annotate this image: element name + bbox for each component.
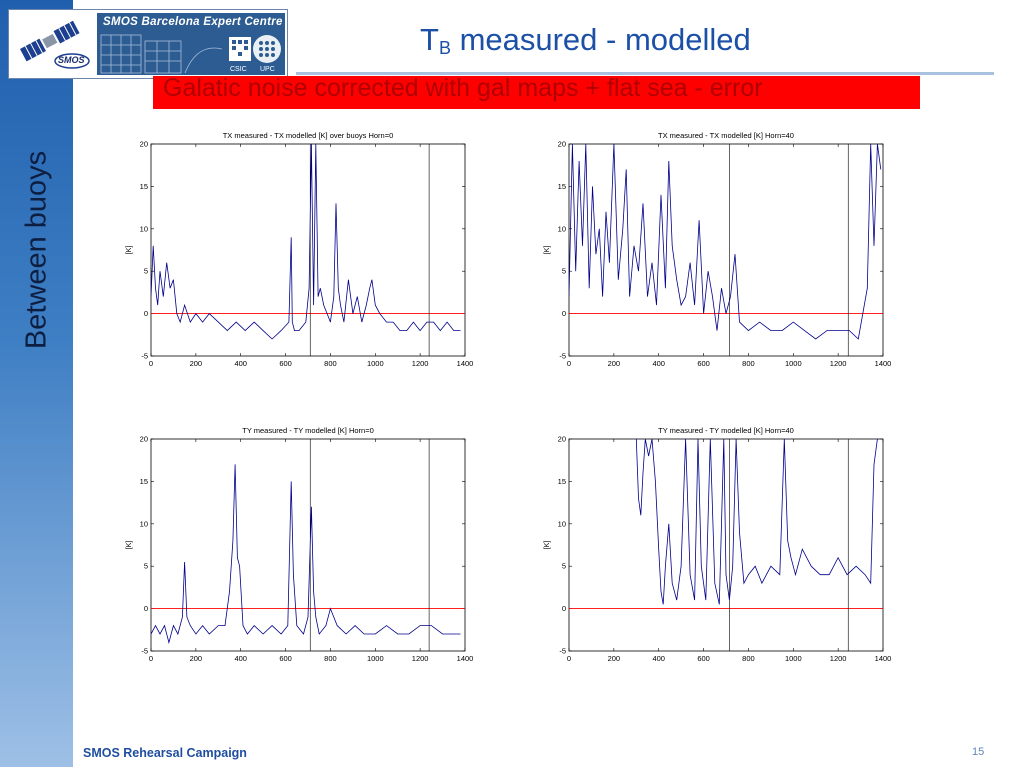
chart-ty-horn0-xtick-label: 800 [324, 654, 337, 663]
chart-ty-horn0-ylabel: [K] [126, 541, 133, 550]
chart-tx-horn0-ylabel: [K] [126, 246, 133, 255]
title-rest: measured - modelled [450, 22, 751, 57]
expert-centre-logo: CSIC UPC SMOS Barcelona Expert Centre [97, 13, 285, 75]
sidebar-label: Between buoys [20, 150, 53, 350]
chart-tx-horn0-xtick-label: 1200 [412, 359, 429, 368]
chart-ty-horn0-series-line [151, 464, 461, 645]
banner-text: Galatic noise corrected with gal maps + … [163, 76, 763, 102]
chart-ty-horn40-ytick-label: 20 [558, 435, 566, 444]
chart-tx-horn0-xtick-label: 200 [190, 359, 203, 368]
chart-tx-horn0-xtick-label: 1000 [367, 359, 384, 368]
chart-tx-horn0-ytick-label: 5 [144, 267, 148, 276]
chart-tx-horn0-ytick-label: 10 [140, 224, 148, 233]
chart-tx-horn40-xtick-label: 0 [567, 359, 571, 368]
chart-tx-horn40-xtick-label: 800 [742, 359, 755, 368]
chart-ty-horn0-xtick-label: 1400 [457, 654, 474, 663]
slide-title: TB measured - modelled [420, 22, 751, 59]
sidebar-band: Between buoys [0, 0, 73, 767]
title-main: T [420, 22, 439, 57]
chart-ty-horn0-xtick-label: 200 [190, 654, 203, 663]
chart-tx-horn0-xtick-label: 800 [324, 359, 337, 368]
chart-ty-horn0-ytick-label: 10 [140, 519, 148, 528]
chart-ty-horn0-ytick-label: 5 [144, 562, 148, 571]
chart-ty-horn40-xtick-label: 1200 [830, 654, 847, 663]
chart-ty-horn0-ytick-label: 15 [140, 477, 148, 486]
chart-ty-horn40-ylabel: [K] [544, 541, 551, 550]
chart-ty-horn40-xtick-label: 200 [608, 654, 621, 663]
chart-ty-horn40-xtick-label: 600 [697, 654, 710, 663]
chart-tx-horn40-title: TX measured - TX modelled [K] Horn=40 [658, 131, 794, 140]
chart-tx-horn0-ytick-label: -5 [141, 352, 148, 361]
chart-tx-horn0-plot-area [150, 143, 466, 357]
chart-tx-horn40-xtick-label: 200 [608, 359, 621, 368]
chart-tx-horn0-title: TX measured - TX modelled [K] over buoys… [223, 131, 394, 140]
chart-ty-horn0-xtick-label: 600 [279, 654, 292, 663]
chart-ty-horn40-ytick-label: 10 [558, 519, 566, 528]
chart-ty-horn0-ytick-label: 0 [144, 604, 148, 613]
chart-ty-horn40-xtick-label: 800 [742, 654, 755, 663]
error-banner: Galatic noise corrected with gal maps + … [153, 76, 920, 109]
chart-tx-horn40-ytick-label: -5 [559, 352, 566, 361]
chart-tx-horn0-xtick-label: 0 [149, 359, 153, 368]
chart-tx-horn40-xtick-label: 1200 [830, 359, 847, 368]
chart-tx-horn40: TX measured - TX modelled [K] Horn=40 [K]… [544, 131, 892, 368]
chart-tx-horn40-ylabel: [K] [544, 246, 551, 255]
chart-tx-horn40-xtick-label: 400 [652, 359, 665, 368]
chart-ty-horn0-ytick-label: -5 [141, 647, 148, 656]
chart-tx-horn0-series-line [151, 144, 461, 340]
chart-ty-horn40-xtick-label: 400 [652, 654, 665, 663]
chart-ty-horn40-xtick-label: 1400 [875, 654, 892, 663]
chart-tx-horn40-ytick-label: 20 [558, 140, 566, 149]
chart-ty-horn0: TY measured - TY modelled [K] Horn=0 [K] 0… [126, 426, 474, 663]
chart-ty-horn0-plot-area [150, 438, 466, 652]
chart-ty-horn40-xtick-label: 1000 [785, 654, 802, 663]
chart-tx-horn40-series-line [569, 144, 882, 340]
chart-ty-horn40-ytick-label: 0 [562, 604, 566, 613]
chart-ty-horn40-xtick-label: 0 [567, 654, 571, 663]
chart-tx-horn0-xtick-label: 400 [234, 359, 247, 368]
chart-ty-horn40-ytick-label: 5 [562, 562, 566, 571]
chart-ty-horn40-series-line [635, 439, 878, 605]
chart-tx-horn0-xtick-label: 1400 [457, 359, 474, 368]
chart-ty-horn40-ytick-label: 15 [558, 477, 566, 486]
chart-tx-horn40-plot-area [568, 143, 884, 357]
chart-tx-horn40-ytick-label: 5 [562, 267, 566, 276]
logo-title: SMOS Barcelona Expert Centre [103, 16, 283, 28]
chart-tx-horn0-ytick-label: 15 [140, 182, 148, 191]
page-number: 15 [972, 746, 985, 758]
title-subscript: B [438, 38, 451, 58]
upc-label: UPC [260, 66, 275, 73]
smos-logo: SMOS CSIC [8, 9, 288, 79]
chart-ty-horn40-ytick-label: -5 [559, 647, 566, 656]
csic-label: CSIC [230, 66, 247, 73]
chart-tx-horn0: TX measured - TX modelled [K] over buoys… [126, 131, 474, 368]
chart-tx-horn0-ytick-label: 20 [140, 140, 148, 149]
chart-ty-horn0-xtick-label: 1000 [367, 654, 384, 663]
chart-ty-horn0-xtick-label: 1200 [412, 654, 429, 663]
logo-smos-label: SMOS [58, 55, 85, 65]
chart-ty-horn40-plot-area [568, 438, 884, 652]
chart-ty-horn40-title: TY measured - TY modelled [K] Horn=40 [658, 426, 794, 435]
chart-ty-horn0-xtick-label: 400 [234, 654, 247, 663]
chart-ty-horn0-xtick-label: 0 [149, 654, 153, 663]
chart-ty-horn0-ytick-label: 20 [140, 435, 148, 444]
chart-tx-horn0-xtick-label: 600 [279, 359, 292, 368]
chart-tx-horn40-xtick-label: 1000 [785, 359, 802, 368]
chart-tx-horn40-ytick-label: 0 [562, 309, 566, 318]
title-underline [296, 72, 994, 75]
building-icon: CSIC UPC [100, 34, 281, 74]
chart-tx-horn0-ytick-label: 0 [144, 309, 148, 318]
chart-tx-horn40-ytick-label: 15 [558, 182, 566, 191]
chart-ty-horn40: TY measured - TY modelled [K] Horn=40 [K]… [544, 426, 892, 663]
chart-tx-horn40-xtick-label: 1400 [875, 359, 892, 368]
satellite-logo: SMOS [12, 13, 96, 75]
chart-ty-horn0-title: TY measured - TY modelled [K] Horn=0 [242, 426, 374, 435]
chart-tx-horn40-ytick-label: 10 [558, 224, 566, 233]
footer-campaign: SMOS Rehearsal Campaign [83, 746, 247, 760]
chart-tx-horn40-xtick-label: 600 [697, 359, 710, 368]
satellite-icon [19, 20, 90, 69]
